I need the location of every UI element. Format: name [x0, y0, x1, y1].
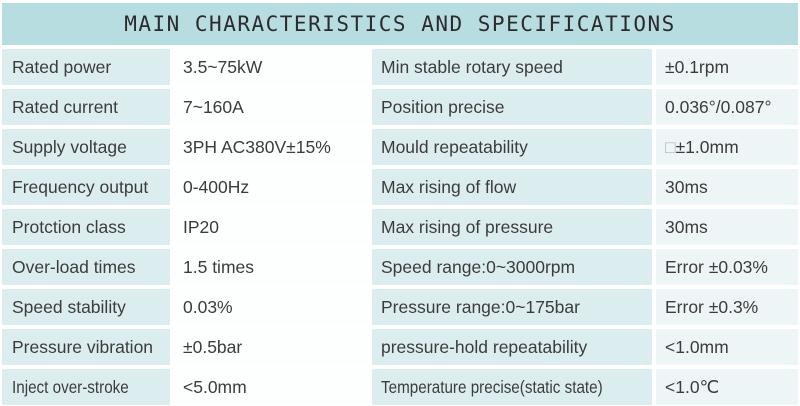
spec-value: 0.03% [174, 289, 368, 325]
spec-value: 30ms [656, 169, 798, 205]
spec-value: <5.0mm [174, 369, 368, 405]
spec-value: <1.0mm [656, 329, 798, 365]
spec-label: Position precise [372, 89, 652, 125]
spec-value: 30ms [656, 209, 798, 245]
spec-label: Supply voltage [2, 129, 170, 165]
spec-label: Speed range:0~3000rpm [372, 249, 652, 285]
table-header-band: MAIN CHARACTERISTICS AND SPECIFICATIONS [2, 3, 798, 45]
spec-value: ±0.5bar [174, 329, 368, 365]
page-title: MAIN CHARACTERISTICS AND SPECIFICATIONS [124, 12, 676, 36]
spec-label: pressure-hold repeatability [372, 329, 652, 365]
spec-label: Over-load times [2, 249, 170, 285]
spec-label: Max rising of pressure [372, 209, 652, 245]
spec-label: Rated power [2, 49, 170, 85]
spec-label: Temperature precise(static state) [372, 369, 652, 405]
spec-value: 0-400Hz [174, 169, 368, 205]
spec-label: Speed stability [2, 289, 170, 325]
spec-value: 3PH AC380V±15% [174, 129, 368, 165]
spec-value: Error ±0.3% [656, 289, 798, 325]
spec-label: Inject over-stroke [2, 369, 170, 405]
specifications-table: Rated power 3.5~75kW Min stable rotary s… [2, 49, 798, 405]
spec-value: <1.0℃ [656, 369, 798, 405]
spec-value: Error ±0.03% [656, 249, 798, 285]
spec-label: Mould repeatability [372, 129, 652, 165]
spec-label: Frequency output [2, 169, 170, 205]
spec-value: 3.5~75kW [174, 49, 368, 85]
spec-value: ±0.1rpm [656, 49, 798, 85]
spec-value: 0.036°/0.087° [656, 89, 798, 125]
spec-label: Pressure range:0~175bar [372, 289, 652, 325]
spec-label: Rated current [2, 89, 170, 125]
spec-value: 1.5 times [174, 249, 368, 285]
spec-label: Pressure vibration [2, 329, 170, 365]
spec-label: Max rising of flow [372, 169, 652, 205]
missing-glyph-box: □ [665, 136, 676, 157]
spec-label: Protction class [2, 209, 170, 245]
spec-value: 7~160A [174, 89, 368, 125]
spec-label: Min stable rotary speed [372, 49, 652, 85]
spec-value: IP20 [174, 209, 368, 245]
spec-value: □ ±1.0mm [656, 129, 798, 165]
